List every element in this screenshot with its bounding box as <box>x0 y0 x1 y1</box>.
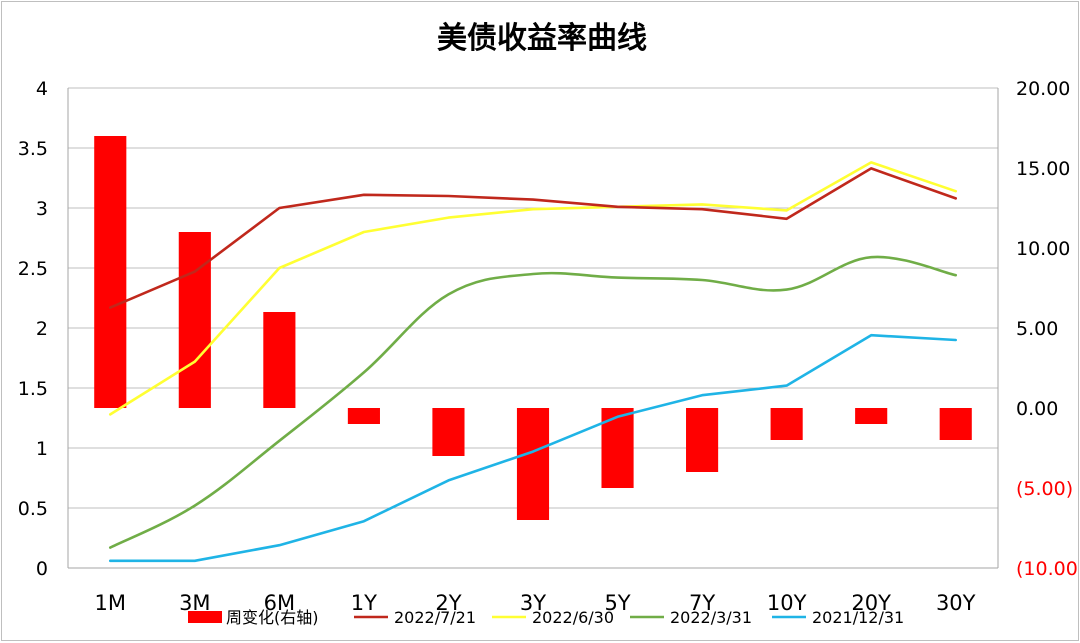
x-tick-label: 2Y <box>435 591 461 615</box>
legend-label: 2022/6/30 <box>532 608 614 627</box>
weekly-change-bar <box>432 408 465 456</box>
x-tick-label: 5Y <box>604 591 630 615</box>
series-line-3 <box>108 333 958 563</box>
y-left-tick-label: 3.5 <box>18 138 48 160</box>
legend-label: 周变化(右轴) <box>226 608 319 627</box>
x-tick-label: 3Y <box>520 591 546 615</box>
x-tick-label: 1M <box>95 591 126 615</box>
axes: 0 0.5 1 1.5 2 2.5 3 3.5 4 (10.00) (5.00) 0.00 5.00 10… <box>18 78 1078 615</box>
series-line-2 <box>108 255 958 549</box>
weekly-change-bar <box>601 408 634 488</box>
y-right-tick-label: 10.00 <box>1016 238 1070 260</box>
legend-label: 2022/7/21 <box>394 608 476 627</box>
x-tick-label: 10Y <box>767 591 807 615</box>
y-right-tick-label: (10.00) <box>1016 558 1078 580</box>
x-tick-label: 30Y <box>936 591 976 615</box>
y-left-tick-label: 2.5 <box>18 258 48 280</box>
x-tick-label: 20Y <box>851 591 891 615</box>
weekly-change-bars <box>94 136 972 520</box>
y-right-tick-label: 0.00 <box>1016 398 1058 420</box>
legend-label: 2022/3/31 <box>670 608 752 627</box>
weekly-change-bar <box>516 408 550 520</box>
y-left-tick-label: 1 <box>36 438 48 460</box>
weekly-change-bar <box>686 408 719 472</box>
x-tick-label: 1Y <box>351 591 377 615</box>
weekly-change-bar <box>855 408 888 424</box>
weekly-change-bar <box>939 408 972 440</box>
chart-title: 美债收益率曲线 <box>437 21 647 56</box>
y-right-tick-label: (5.00) <box>1016 478 1073 500</box>
legend: 周变化(右轴) 2022/7/21 2022/6/30 2022/3/31 2021/1… <box>188 608 904 627</box>
weekly-change-bar <box>347 408 380 424</box>
y-right-tick-label: 15.00 <box>1016 158 1070 180</box>
y-left-tick-label: 1.5 <box>18 378 48 400</box>
x-tick-label: 6M <box>264 591 295 615</box>
y-right-tick-label: 5.00 <box>1016 318 1058 340</box>
y-left-tick-label: 0.5 <box>18 498 48 520</box>
y-left-tick-label: 3 <box>36 198 48 220</box>
x-tick-label: 7Y <box>689 591 715 615</box>
weekly-change-bar <box>94 136 127 408</box>
y-right-tick-label: 20.00 <box>1016 78 1070 100</box>
weekly-change-bar <box>263 312 296 408</box>
series-line-1 <box>108 161 958 416</box>
series-line-0 <box>108 167 958 309</box>
y-left-tick-label: 0 <box>36 558 48 580</box>
y-left-tick-label: 2 <box>36 318 48 340</box>
yield-lines <box>108 161 958 563</box>
y-left-tick-label: 4 <box>36 78 48 100</box>
weekly-change-bar <box>178 232 211 408</box>
legend-swatch-bar <box>188 611 222 623</box>
legend-label: 2021/12/31 <box>812 608 904 627</box>
weekly-change-bar <box>770 408 803 440</box>
